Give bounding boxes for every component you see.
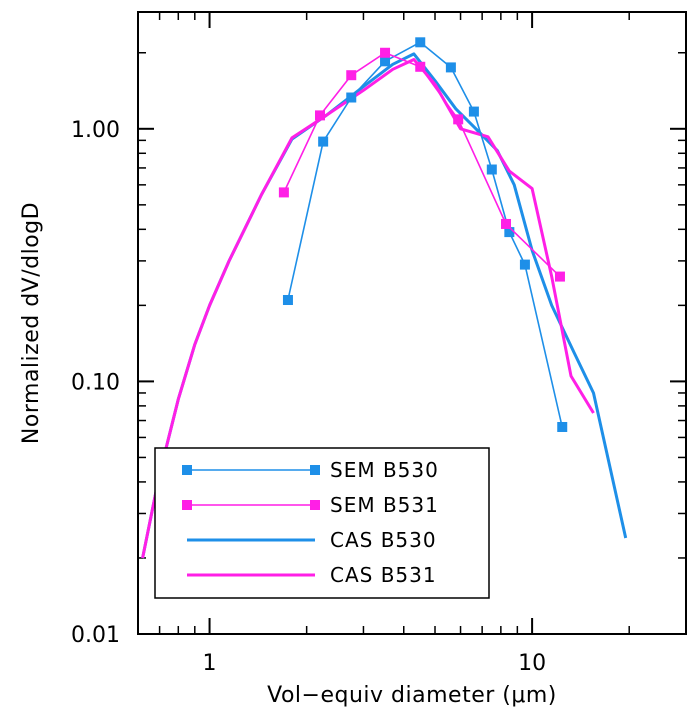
- y-tick-label: 1.00: [71, 118, 120, 143]
- x-axis-label: Vol−equiv diameter (μm): [267, 683, 557, 708]
- series-cas-b531: [141, 58, 595, 559]
- legend-marker: [310, 500, 320, 510]
- data-point-marker: [415, 37, 426, 48]
- data-point-marker: [468, 106, 479, 117]
- data-point-marker: [346, 92, 357, 103]
- data-point-marker: [415, 61, 426, 72]
- legend-label: CAS B531: [330, 563, 437, 587]
- legend-label: SEM B530: [330, 458, 439, 482]
- legend-label: SEM B531: [330, 493, 439, 517]
- series-line: [283, 51, 561, 278]
- legend-label: CAS B530: [330, 528, 437, 552]
- data-point-marker: [557, 421, 568, 432]
- legend-marker: [182, 500, 192, 510]
- x-tick-label: 10: [518, 651, 546, 676]
- ticks: 1 10 0.01 0.10 1.00: [71, 12, 687, 676]
- data-point-marker: [282, 295, 293, 306]
- data-point-marker: [554, 271, 565, 282]
- data-point-marker: [278, 187, 289, 198]
- legend-box: [154, 447, 490, 599]
- data-point-marker: [318, 136, 329, 147]
- x-tick-label: 1: [203, 651, 217, 676]
- series-line: [287, 41, 563, 428]
- data-point-marker: [501, 218, 512, 229]
- legend: SEM B530 SEM B531 CAS B530 CAS B531: [154, 447, 490, 599]
- series-sem-b531: [278, 47, 565, 282]
- legend-marker: [310, 465, 320, 475]
- data-point-marker: [519, 259, 530, 270]
- series-sem-b530: [282, 37, 568, 432]
- y-axis-label: Normalized dV/dlogD: [19, 202, 44, 444]
- data-point-marker: [486, 164, 497, 175]
- legend-marker: [182, 465, 192, 475]
- plot-series: [141, 37, 628, 559]
- y-tick-label: 0.10: [71, 370, 120, 395]
- data-point-marker: [380, 47, 391, 58]
- data-point-marker: [380, 56, 391, 67]
- data-point-marker: [315, 110, 326, 121]
- plot-frame: [137, 11, 687, 635]
- y-tick-label: 0.01: [71, 623, 120, 648]
- data-point-marker: [453, 114, 464, 125]
- data-point-marker: [504, 227, 515, 238]
- data-point-marker: [346, 70, 357, 81]
- series-line: [141, 58, 595, 559]
- data-point-marker: [445, 62, 456, 73]
